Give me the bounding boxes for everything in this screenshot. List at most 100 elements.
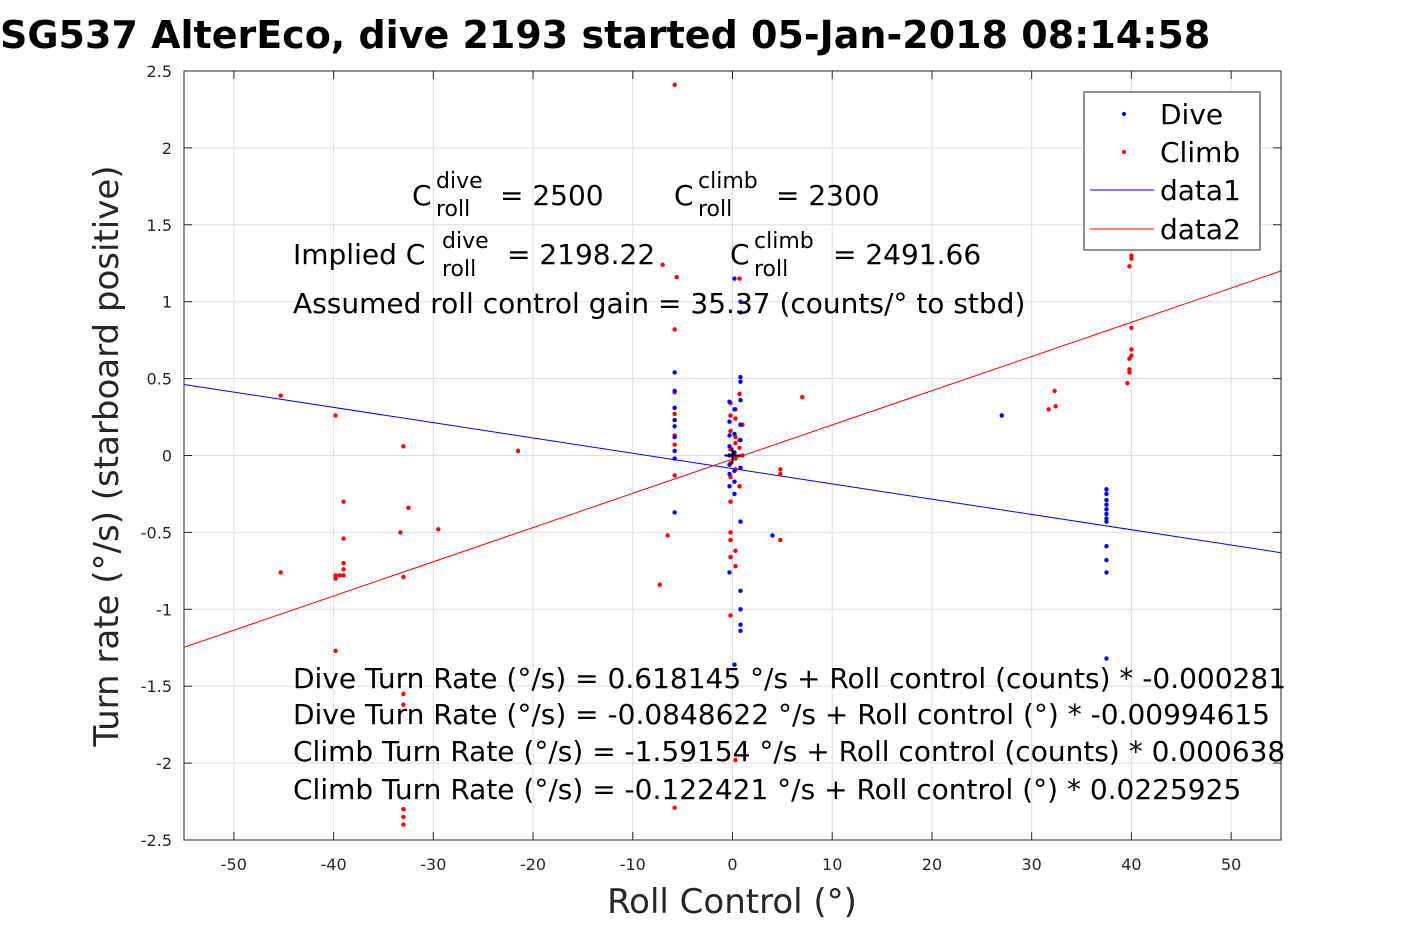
dive-point — [672, 405, 677, 411]
c-climb-label: C — [674, 179, 694, 212]
legend-label-climb: Climb — [1160, 136, 1240, 169]
climb-point — [398, 530, 403, 535]
dive-point — [738, 607, 743, 612]
c-dive-sup: dive — [436, 169, 483, 194]
climb-point — [672, 411, 677, 417]
climb-point — [333, 648, 338, 654]
dive-point — [727, 570, 732, 575]
climb-point — [1127, 264, 1132, 269]
climb-point — [337, 573, 342, 578]
climb-point — [1129, 253, 1134, 258]
climb-point — [1129, 325, 1134, 331]
climb-points — [278, 82, 1134, 827]
climb-point — [733, 440, 738, 446]
dive-point — [732, 468, 737, 474]
climb-point — [341, 560, 346, 566]
climb-point — [1052, 388, 1057, 394]
dive-point — [1104, 511, 1109, 517]
x-tick-label: -40 — [321, 855, 347, 874]
dive-point — [672, 434, 677, 440]
dive-point — [732, 431, 737, 437]
climb-point — [341, 536, 346, 541]
c-climb-sub: roll — [698, 197, 732, 222]
climb-point — [333, 413, 338, 418]
c-climb-sup: climb — [698, 169, 758, 194]
dive-point — [1104, 570, 1109, 575]
climb-point — [733, 564, 738, 569]
y-axis-ticks: -2.5 -2 -1.5 -1 -0.5 0 0.5 1 1.5 2 2.5 — [141, 62, 1281, 850]
climb-point — [740, 453, 745, 458]
dive-point — [672, 448, 677, 454]
x-tick-label: -30 — [420, 855, 446, 874]
dive-point — [732, 662, 737, 667]
y-tick-label: 0 — [162, 447, 172, 466]
dive-point — [672, 388, 677, 394]
climb-point — [660, 262, 665, 267]
dive-point — [738, 628, 743, 634]
dive-point — [727, 419, 732, 424]
climb-point — [1127, 356, 1132, 361]
x-axis-ticks: -50 -40 -30 -20 -10 0 10 20 30 40 50 — [221, 71, 1241, 874]
climb-point — [1127, 367, 1132, 372]
dive-point — [738, 588, 743, 594]
dive-point — [727, 471, 732, 477]
x-tick-label: 0 — [727, 855, 737, 874]
climb-point — [737, 445, 742, 451]
dive-point — [1104, 519, 1109, 524]
dive-point — [738, 519, 743, 524]
dive-point — [727, 433, 732, 438]
dive-point — [1104, 656, 1109, 661]
y-tick-label: 2 — [162, 139, 172, 158]
implied-climb-value: = 2491.66 — [833, 238, 981, 271]
dive-point — [732, 479, 737, 484]
dive-point — [732, 491, 737, 497]
climb-point — [1129, 256, 1134, 261]
chart-title: SG537 AlterEco, dive 2193 started 05-Jan… — [0, 13, 1210, 57]
annotations: C dive roll = 2500 C climb roll = 2300 I… — [293, 169, 1286, 806]
climb-point — [728, 428, 733, 434]
x-tick-label: 50 — [1221, 855, 1241, 874]
climb-point — [401, 691, 406, 697]
fit-annotation-3: Climb Turn Rate (°/s) = -1.59154 °/s + R… — [293, 735, 1285, 768]
dive-point — [732, 407, 737, 412]
dive-point — [1104, 516, 1109, 521]
dive-point — [727, 484, 732, 489]
fit-annotation-2: Dive Turn Rate (°/s) = -0.0848622 °/s + … — [293, 698, 1270, 731]
climb-point — [406, 505, 411, 510]
climb-point — [341, 567, 346, 572]
climb-point — [657, 582, 662, 587]
climb-point — [672, 442, 677, 447]
x-tick-label: -10 — [620, 855, 646, 874]
plot-frame — [183, 70, 1282, 841]
legend-label-dive: Dive — [1160, 98, 1223, 131]
climb-point — [1053, 404, 1058, 409]
climb-point — [672, 327, 677, 332]
climb-point — [800, 394, 805, 400]
climb-point — [672, 82, 677, 88]
dive-point — [672, 370, 677, 375]
y-tick-label: -0.5 — [141, 523, 172, 542]
dive-point — [672, 510, 677, 515]
climb-point — [278, 570, 283, 575]
x-tick-label: 40 — [1121, 855, 1141, 874]
dive-point — [738, 374, 743, 380]
legend-marker-climb — [1122, 150, 1126, 154]
dive-point — [770, 533, 775, 538]
dive-point — [738, 422, 743, 427]
climb-point — [778, 537, 783, 543]
y-tick-label: -1.5 — [141, 677, 172, 696]
c-dive-sub: roll — [436, 197, 470, 222]
c-dive-label: C — [412, 179, 432, 212]
climb-point — [401, 822, 406, 827]
climb-point — [401, 814, 406, 820]
dive-point — [738, 397, 743, 403]
x-axis-label: Roll Control (°) — [607, 882, 857, 922]
climb-point — [278, 393, 283, 398]
climb-point — [401, 807, 406, 812]
climb-point — [672, 805, 677, 810]
climb-point — [733, 757, 738, 763]
dive-point — [672, 424, 677, 429]
y-tick-label: -1 — [156, 600, 172, 619]
y-tick-label: 1 — [162, 293, 172, 312]
climb-point — [672, 473, 677, 478]
